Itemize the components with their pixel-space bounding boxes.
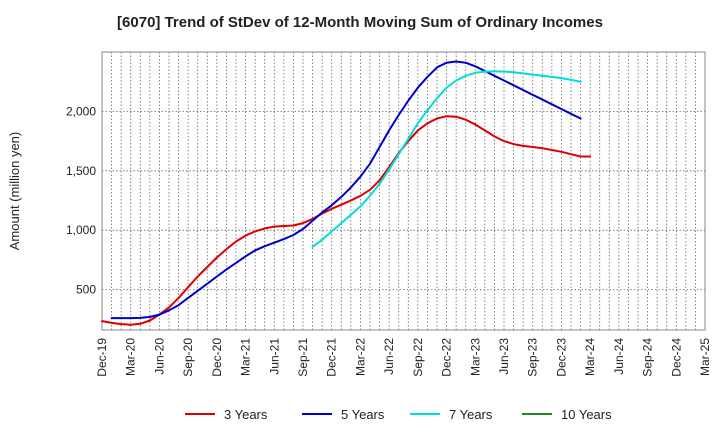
chart-title: [6070] Trend of StDev of 12-Month Moving… [117,14,603,31]
y-tick-label: 500 [76,283,96,297]
y-tick-label: 1,500 [66,164,96,178]
x-tick-label: Mar-21 [239,338,253,376]
x-tick-label: Mar-25 [698,338,712,376]
y-axis-label: Amount (million yen) [7,132,22,251]
legend-label-5-years: 5 Years [341,407,385,422]
x-tick-label: Dec-20 [210,338,224,377]
y-tick-label: 1,000 [66,223,96,237]
legend-label-7-years: 7 Years [449,407,493,422]
x-tick-label: Mar-22 [353,338,367,376]
x-tick-label: Jun-20 [152,338,166,375]
series-line-5-years [110,60,582,320]
y-axis-tick-labels: 500 1,000 1,500 2,000 [66,104,96,296]
x-tick-label: Sep-20 [181,338,195,377]
x-tick-label: Dec-22 [440,338,454,377]
x-tick-label: Sep-21 [296,338,310,377]
x-tick-label: Jun-24 [612,338,626,375]
grid-layer [102,52,705,330]
x-tick-label: Sep-23 [526,338,540,377]
plot-frame [101,51,706,331]
legend: 3 Years 5 Years 7 Years 10 Years [185,407,612,422]
x-tick-label: Mar-20 [124,338,138,376]
x-tick-label: Jun-22 [382,338,396,375]
x-tick-label: Dec-23 [554,338,568,377]
x-tick-label: Dec-21 [325,338,339,377]
x-tick-label: Jun-21 [267,338,281,375]
series-layer [101,60,592,326]
x-tick-label: Mar-24 [583,338,597,376]
legend-label-3-years: 3 Years [224,407,268,422]
x-tick-label: Jun-23 [497,338,511,375]
legend-label-10-years: 10 Years [561,407,612,422]
series-line-7-years [311,70,582,248]
x-tick-label: Sep-22 [411,338,425,377]
x-tick-label: Dec-24 [669,338,683,377]
x-tick-label: Sep-24 [641,338,655,377]
x-tick-label: Mar-23 [468,338,482,376]
x-axis-tick-labels: Dec-19 Mar-20 Jun-20 Sep-20 Dec-20 Mar-21 Jun-… [95,338,712,377]
x-tick-label: Dec-19 [95,338,109,377]
series-line-3-years [101,115,592,326]
y-tick-label: 2,000 [66,104,96,118]
